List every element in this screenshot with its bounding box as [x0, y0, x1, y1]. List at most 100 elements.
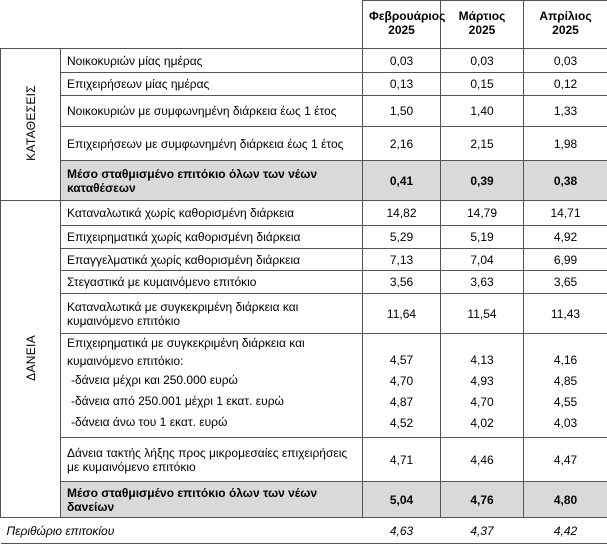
row-label: Επαγγελματικά χωρίς καθορισμένη διάρκεια	[61, 249, 363, 271]
subrow-value: 4,02	[447, 413, 517, 434]
value-cell: 3,65	[524, 271, 607, 294]
value-cell: 4,47	[524, 438, 607, 482]
subrow-label: -δάνεια μέχρι και 250.000 ευρώ	[67, 370, 356, 391]
row-label: Νοικοκυριών μίας ημέρας	[61, 49, 363, 73]
row-label: Μέσο σταθμισμένο επιτόκιο όλων των νέων …	[61, 161, 363, 201]
value-cell: 0,03	[524, 49, 607, 73]
row: Επιχειρηματικά με συγκεκριμένη διάρκεια …	[1, 334, 607, 438]
value: 4,57	[369, 350, 434, 371]
section-text: ΔΑΝΕΙΑ	[24, 335, 38, 381]
row-label: Επιχειρηματικά με συγκεκριμένη διάρκεια …	[61, 334, 363, 438]
footer-value: 4,37	[441, 518, 524, 544]
value-cell: 7,04	[441, 249, 524, 271]
header-blank	[1, 1, 363, 49]
value-cell: 0,12	[524, 73, 607, 96]
row-label: Μέσο σταθμισμένο επιτόκιο όλων των νέων …	[61, 482, 363, 518]
value-cell: 14,79	[441, 201, 524, 226]
subrow-value: 4,87	[369, 392, 434, 413]
subrow-value: 4,03	[530, 413, 601, 434]
subrow-value: 4,52	[369, 413, 434, 434]
column-month: Μάρτιος	[447, 9, 517, 23]
row-label: Δάνεια τακτής λήξης προς μικρομεσαίες επ…	[61, 438, 363, 482]
value-cell: 1,98	[524, 127, 607, 161]
section-label: ΚΑΤΑΘΕΣΕΙΣ	[1, 49, 61, 201]
value-cell: 3,63	[441, 271, 524, 294]
footer-value: 4,42	[524, 518, 607, 544]
value: 4,16	[530, 350, 601, 371]
column-year: 2025	[369, 23, 434, 37]
row: Καταναλωτικά με συγκεκριμένη διάρκεια κα…	[1, 294, 607, 334]
value-cell: 0,15	[441, 73, 524, 96]
subrow-value: 4,93	[447, 371, 517, 392]
subrow-value: 4,85	[530, 371, 601, 392]
footer-value: 4,63	[363, 518, 441, 544]
value-cell: 11,54	[441, 294, 524, 334]
value-cell: 5,29	[363, 226, 441, 249]
row-label: Νοικοκυριών με συμφωνημένη διάρκεια έως …	[61, 96, 363, 127]
value-cell: 7,13	[363, 249, 441, 271]
row: Μέσο σταθμισμένο επιτόκιο όλων των νέων …	[1, 161, 607, 201]
value-cell: 1,40	[441, 96, 524, 127]
value-cell: 0,39	[441, 161, 524, 201]
value-cell: 4,76	[441, 482, 524, 518]
subrow-label: -δάνεια άνω του 1 εκατ. ευρώ	[67, 412, 356, 433]
value-cell: 1,33	[524, 96, 607, 127]
row-label: Επιχειρήσεων μίας ημέρας	[61, 73, 363, 96]
value-cell: 14,71	[524, 201, 607, 226]
column-month: Φεβρουάριος	[369, 9, 434, 23]
value-cell: 2,16	[363, 127, 441, 161]
value-cell: 11,64	[363, 294, 441, 334]
subrow-value: 4,70	[447, 392, 517, 413]
value: 4,13	[447, 350, 517, 371]
value-cell: 0,13	[363, 73, 441, 96]
column-year: 2025	[447, 23, 517, 37]
value-cell: 4,71	[363, 438, 441, 482]
row: Επιχειρήσεων με συμφωνημένη διάρκεια έως…	[1, 127, 607, 161]
subrow-value: 4,70	[369, 371, 434, 392]
footer-label: Περιθώριο επιτοκίου	[1, 518, 363, 544]
value-cell: 3,56	[363, 271, 441, 294]
section-label: ΔΑΝΕΙΑ	[1, 201, 61, 518]
value-cell: 5,04	[363, 482, 441, 518]
row-label: Καταναλωτικά χωρίς καθορισμένη διάρκεια	[61, 201, 363, 226]
section-text: ΚΑΤΑΘΕΣΕΙΣ	[24, 85, 38, 161]
row-label: Επιχειρηματικά χωρίς καθορισμένη διάρκει…	[61, 226, 363, 249]
column-year: 2025	[530, 23, 601, 37]
column-month: Απρίλιος	[530, 9, 601, 23]
value-cell: 4,80	[524, 482, 607, 518]
row: Επιχειρηματικά χωρίς καθορισμένη διάρκει…	[1, 226, 607, 249]
value-cell: 6,99	[524, 249, 607, 271]
row-label-text: Επιχειρηματικά με συγκεκριμένη διάρκεια …	[67, 334, 356, 370]
value-cell: 4,92	[524, 226, 607, 249]
value-cell: 1,50	[363, 96, 441, 127]
value-cell: 4,46	[441, 438, 524, 482]
value-cell: 5,19	[441, 226, 524, 249]
row: Επαγγελματικά χωρίς καθορισμένη διάρκεια…	[1, 249, 607, 271]
row-label: Στεγαστικά με κυμαινόμενο επιτόκιο	[61, 271, 363, 294]
value-cell: 0,03	[441, 49, 524, 73]
subrow-label: -δάνεια από 250.001 μέχρι 1 εκατ. ευρώ	[67, 391, 356, 412]
row: Δάνεια τακτής λήξης προς μικρομεσαίες επ…	[1, 438, 607, 482]
row-label: Επιχειρήσεων με συμφωνημένη διάρκεια έως…	[61, 127, 363, 161]
value-cell: 11,43	[524, 294, 607, 334]
value-cell: 0,38	[524, 161, 607, 201]
value-cell: 0,41	[363, 161, 441, 201]
value-cell: 14,82	[363, 201, 441, 226]
subrow-value: 4,55	[530, 392, 601, 413]
row: Μέσο σταθμισμένο επιτόκιο όλων των νέων …	[1, 482, 607, 518]
row: Νοικοκυριών με συμφωνημένη διάρκεια έως …	[1, 96, 607, 127]
